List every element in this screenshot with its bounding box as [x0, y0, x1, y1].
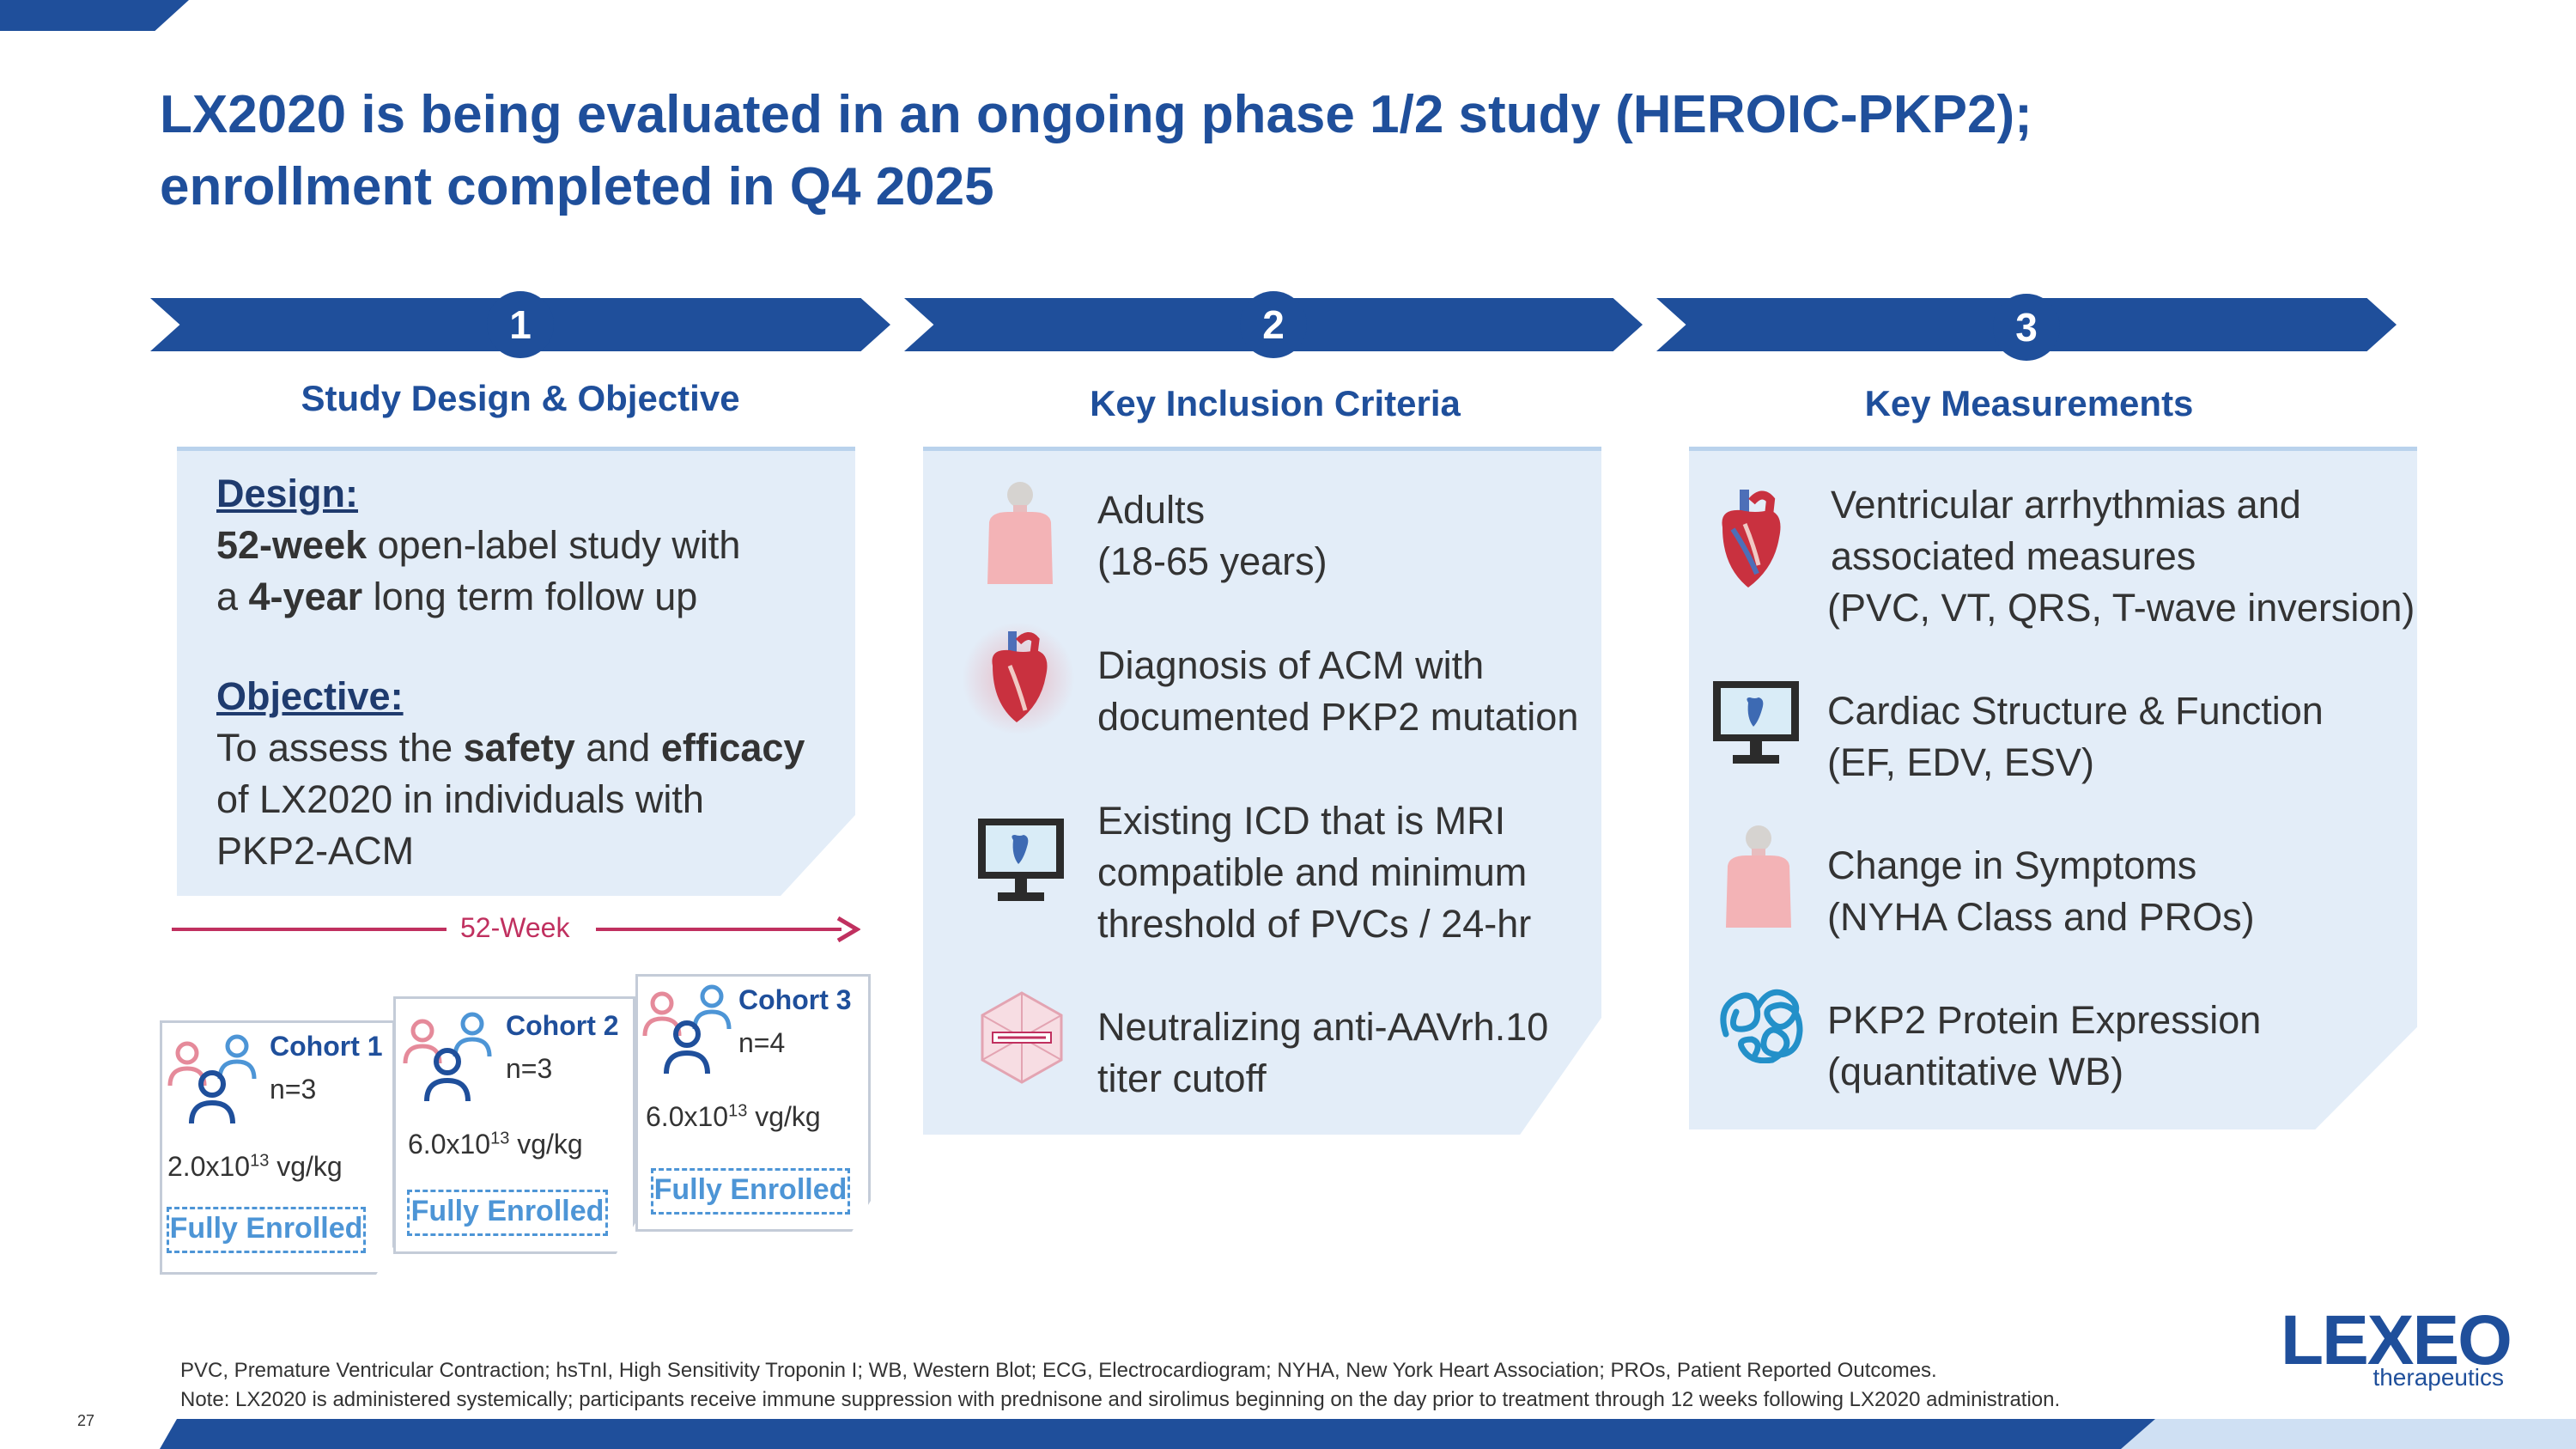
footnote-abbreviations: PVC, Premature Ventricular Contraction; …	[180, 1359, 1937, 1382]
timeline-label: 52-Week	[460, 912, 570, 943]
logo-subtitle: therapeutics	[2372, 1364, 2504, 1391]
heart-glow	[960, 620, 1077, 737]
design-text-a: open-label study with	[367, 523, 741, 567]
cohort-1-status-badge: Fully Enrolled	[167, 1207, 366, 1253]
objective-efficacy: efficacy	[660, 726, 805, 770]
company-logo: LEXEO therapeutics	[2281, 1301, 2512, 1391]
cohort-1-card	[160, 1020, 395, 1275]
people-group-icon	[642, 984, 732, 1075]
cohort-2-name: Cohort 2	[506, 1010, 619, 1041]
measurement-item-1: Ventricular arrhythmias and associated me…	[1831, 483, 2301, 578]
cohort-2-status-badge: Fully Enrolled	[407, 1190, 608, 1236]
measurement-item-3: Change in Symptoms (NYHA Class and PROs)	[1827, 843, 2255, 939]
objective-pre: To assess the	[216, 726, 464, 770]
inclusion-item-4: Neutralizing anti-AAVrh.10 titer cutoff	[1097, 1005, 1549, 1100]
timeline-line-right	[596, 928, 841, 931]
person-icon	[1726, 825, 1791, 928]
key-measurements-panel	[1689, 447, 2417, 1129]
cohort-3-card	[635, 974, 871, 1232]
cohort-1-dose: 2.0x1013 vg/kg	[167, 1151, 343, 1182]
design-text-b-pre: a	[216, 575, 249, 618]
step-3-number: 3	[1993, 294, 2060, 361]
title-line-1: LX2020 is being evaluated in an ongoing …	[160, 85, 2032, 144]
objective-line-3: PKP2-ACM	[216, 829, 415, 873]
inclusion-item-3: Existing ICD that is MRI compatible and m…	[1097, 799, 1532, 946]
logo-wordmark: LEXEO	[2281, 1301, 2512, 1379]
page-number: 27	[77, 1412, 95, 1429]
cohort-2-dose: 6.0x1013 vg/kg	[408, 1129, 583, 1160]
step-2-heading: Key Inclusion Criteria	[1090, 383, 1461, 423]
design-year-bold: 4-year	[248, 575, 363, 618]
cohort-1-name: Cohort 1	[270, 1031, 383, 1062]
title-line-2: enrollment completed in Q4 2025	[160, 157, 994, 216]
protein-icon	[1720, 989, 1803, 1063]
aav-capsid-icon	[981, 991, 1063, 1084]
cohort-1-count: n=3	[270, 1074, 317, 1105]
measurement-item-1-detail: (PVC, VT, QRS, T-wave inversion)	[1827, 586, 2415, 630]
objective-safety: safety	[463, 726, 575, 770]
person-icon	[987, 482, 1053, 584]
design-week-bold: 52-week	[216, 523, 368, 567]
measurement-item-4: PKP2 Protein Expression (quantitative WB)	[1827, 998, 2262, 1093]
step-2-number: 2	[1240, 291, 1307, 358]
cohort-2-count: n=3	[506, 1053, 553, 1084]
design-text-b-post: long term follow up	[362, 575, 698, 618]
heart-icon	[992, 631, 1048, 722]
inclusion-item-2: Diagnosis of ACM with documented PKP2 mut…	[1097, 643, 1579, 739]
study-design-text: Design: 52-week open-label study with a …	[216, 468, 852, 877]
people-group-icon	[403, 1012, 492, 1102]
objective-and: and	[574, 726, 661, 770]
cohort-3-count: n=4	[738, 1027, 786, 1058]
step-1-number: 1	[487, 291, 554, 358]
objective-line-2: of LX2020 in individuals with	[216, 777, 704, 821]
heart-icon	[1722, 490, 1781, 588]
measurement-item-2: Cardiac Structure & Function (EF, EDV, ES…	[1827, 689, 2324, 784]
top-accent-bar	[0, 0, 189, 31]
timeline-line-left	[172, 928, 447, 931]
monitor-icon	[978, 819, 1064, 901]
footnote-note: Note: LX2020 is administered systemicall…	[180, 1388, 2061, 1411]
cohort-2-card	[393, 996, 635, 1254]
page-title: LX2020 is being evaluated in an ongoing …	[160, 79, 2306, 223]
study-design-panel	[177, 447, 855, 896]
step-1-heading: Study Design & Objective	[301, 378, 740, 418]
cohort-3-status-badge: Fully Enrolled	[651, 1168, 850, 1215]
design-label: Design:	[216, 472, 359, 515]
inclusion-item-1: Adults (18-65 years)	[1097, 488, 1327, 583]
monitor-icon	[1713, 681, 1799, 764]
timeline-arrow-icon	[836, 916, 860, 943]
people-group-icon	[167, 1034, 257, 1124]
step-3-heading: Key Measurements	[1864, 383, 2194, 423]
cohort-3-name: Cohort 3	[738, 984, 852, 1015]
bottom-bar-accent	[2121, 1419, 2576, 1449]
cohort-3-dose: 6.0x1013 vg/kg	[646, 1101, 821, 1132]
objective-label: Objective:	[216, 674, 404, 718]
